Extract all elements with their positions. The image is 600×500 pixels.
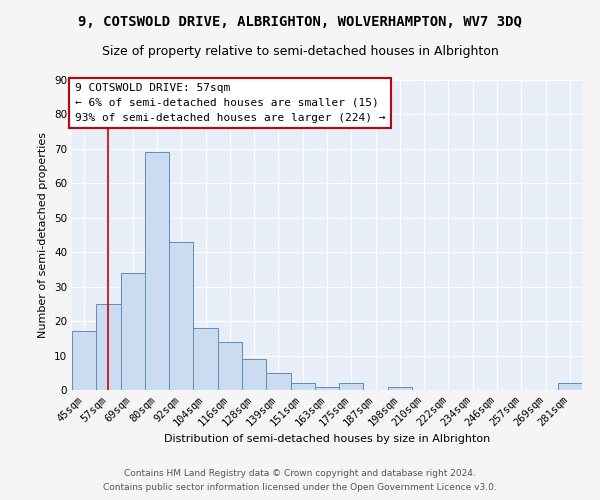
Bar xyxy=(145,152,169,390)
Text: Size of property relative to semi-detached houses in Albrighton: Size of property relative to semi-detach… xyxy=(101,45,499,58)
Bar xyxy=(339,383,364,390)
Bar xyxy=(218,342,242,390)
Bar xyxy=(72,332,96,390)
Bar xyxy=(290,383,315,390)
Text: 9 COTSWOLD DRIVE: 57sqm
← 6% of semi-detached houses are smaller (15)
93% of sem: 9 COTSWOLD DRIVE: 57sqm ← 6% of semi-det… xyxy=(74,83,385,122)
Bar xyxy=(121,273,145,390)
Y-axis label: Number of semi-detached properties: Number of semi-detached properties xyxy=(38,132,49,338)
Bar xyxy=(388,386,412,390)
Bar xyxy=(558,383,582,390)
Bar xyxy=(266,373,290,390)
Bar xyxy=(96,304,121,390)
Text: 9, COTSWOLD DRIVE, ALBRIGHTON, WOLVERHAMPTON, WV7 3DQ: 9, COTSWOLD DRIVE, ALBRIGHTON, WOLVERHAM… xyxy=(78,15,522,29)
Bar xyxy=(242,359,266,390)
X-axis label: Distribution of semi-detached houses by size in Albrighton: Distribution of semi-detached houses by … xyxy=(164,434,490,444)
Bar xyxy=(169,242,193,390)
Bar xyxy=(193,328,218,390)
Bar xyxy=(315,386,339,390)
Text: Contains public sector information licensed under the Open Government Licence v3: Contains public sector information licen… xyxy=(103,484,497,492)
Text: Contains HM Land Registry data © Crown copyright and database right 2024.: Contains HM Land Registry data © Crown c… xyxy=(124,468,476,477)
